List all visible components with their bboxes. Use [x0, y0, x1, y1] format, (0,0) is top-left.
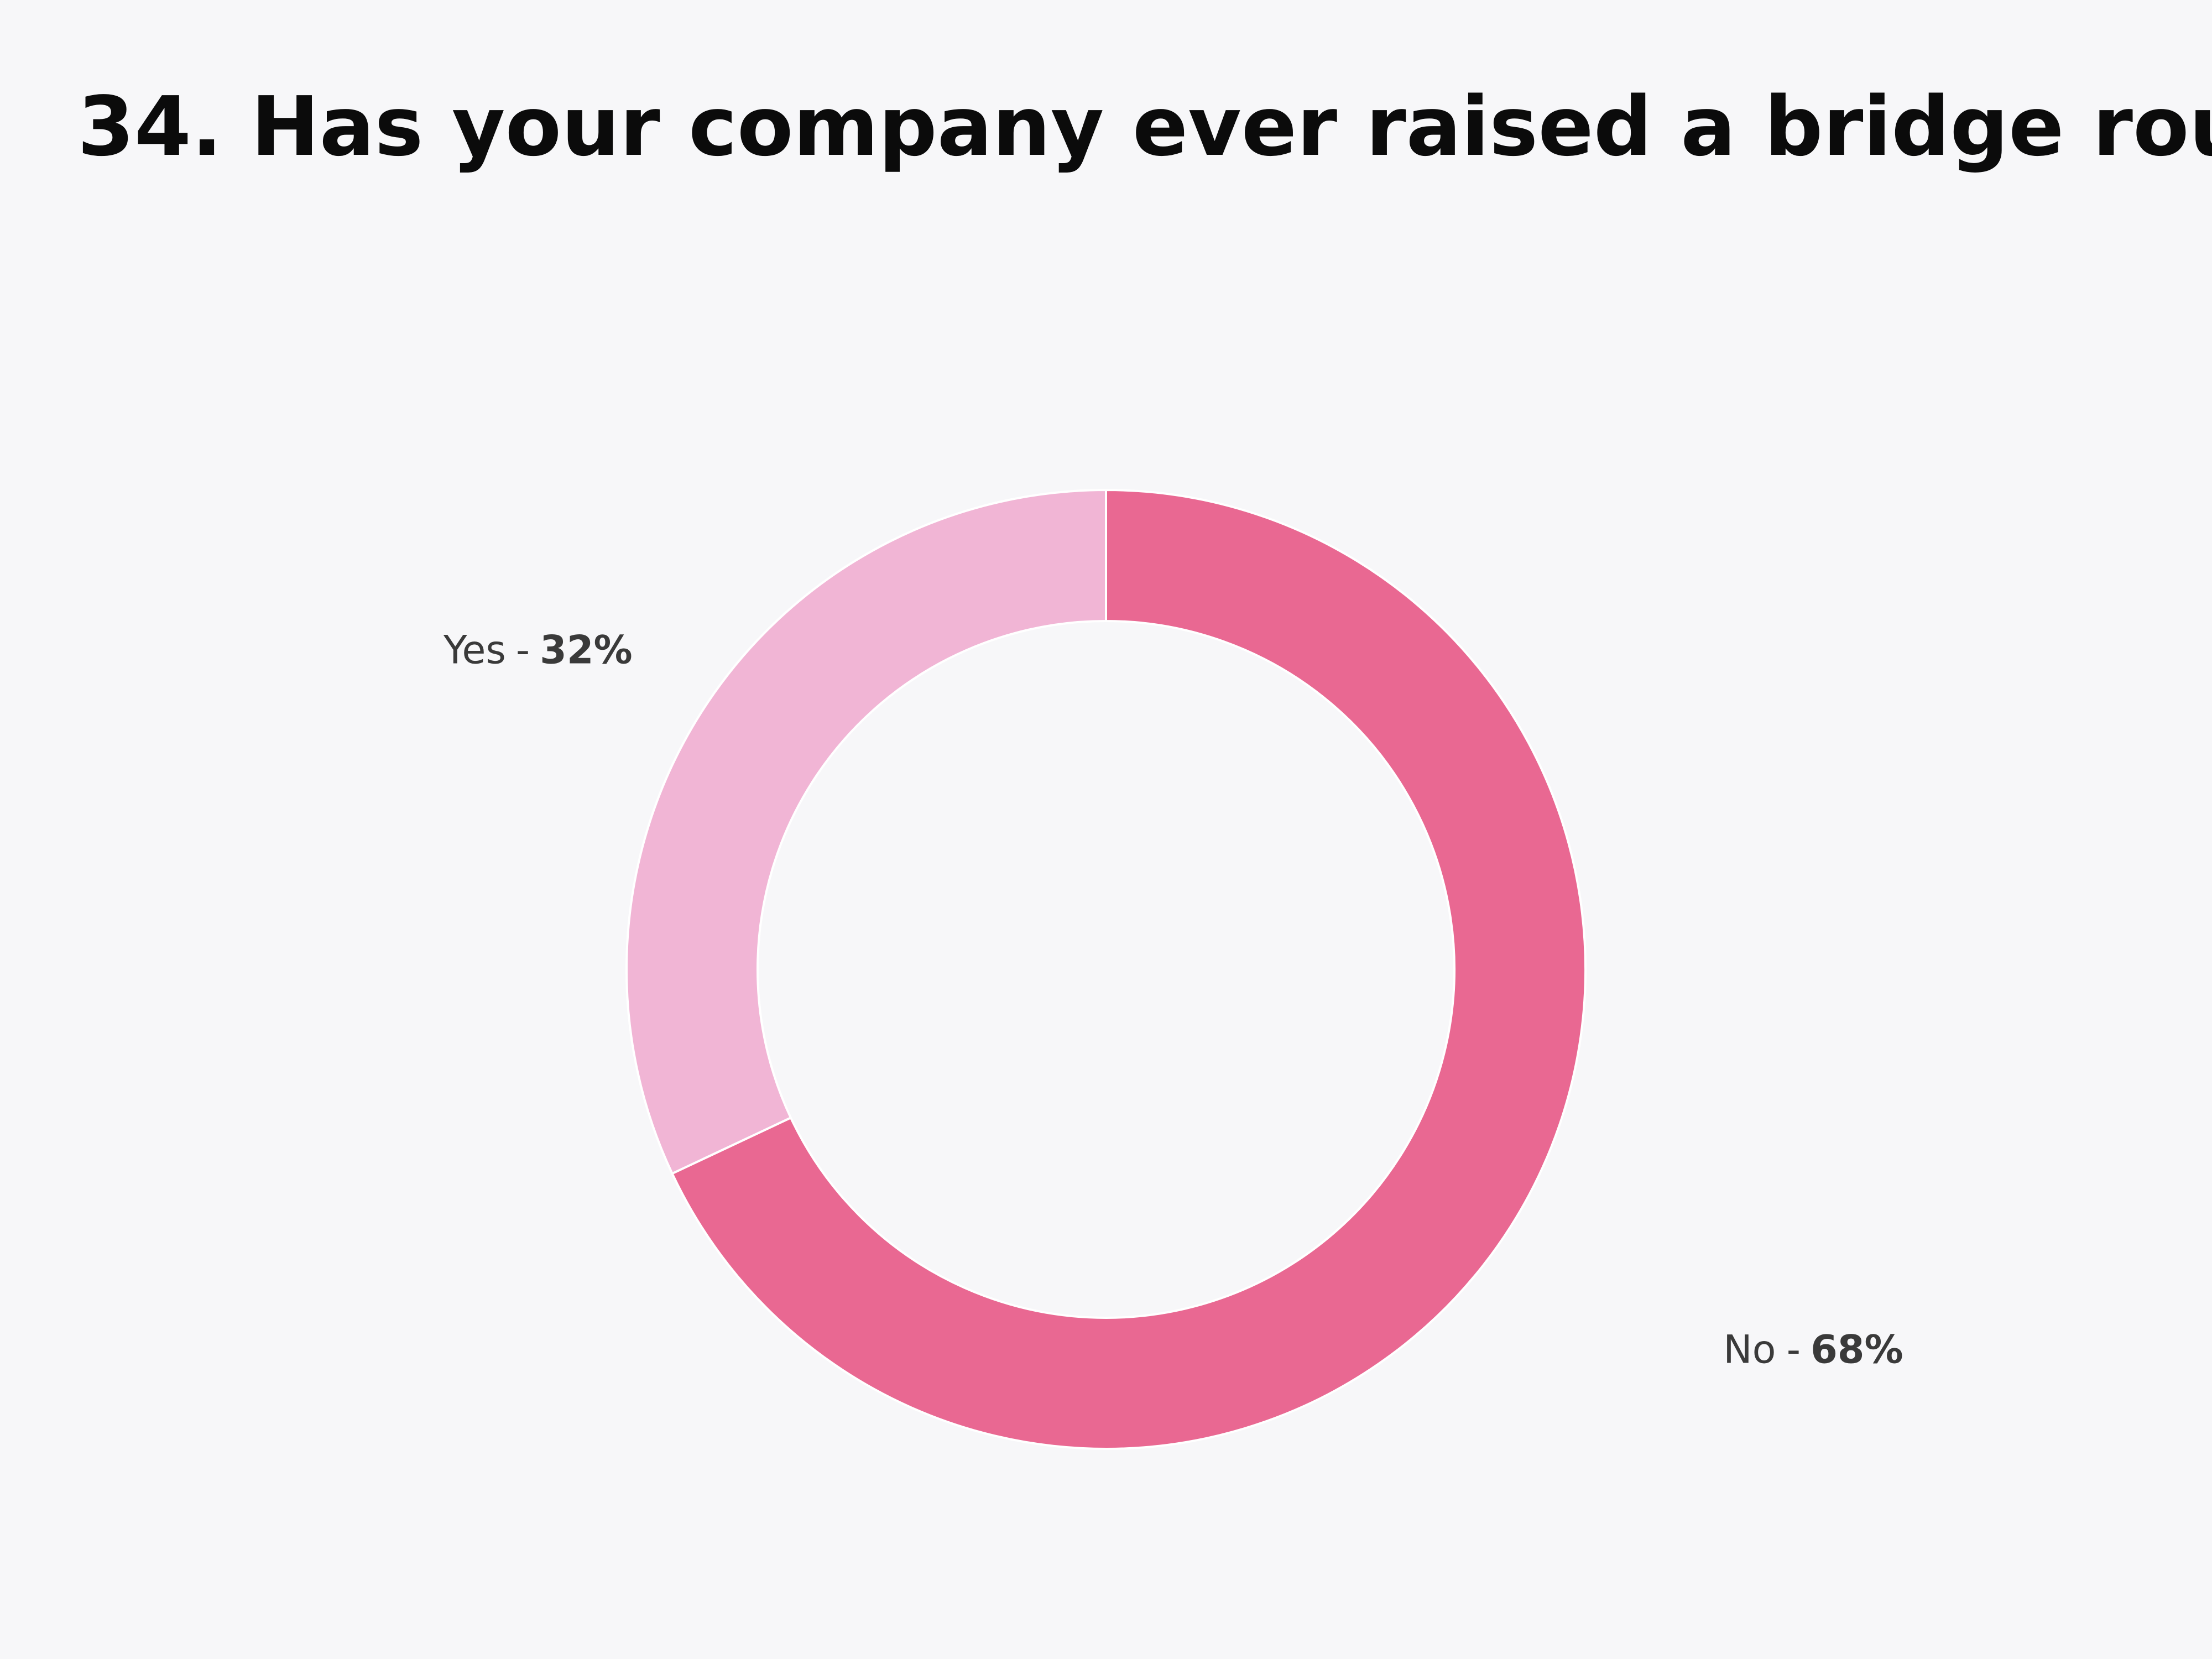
donut-slice — [625, 488, 1107, 1175]
slice-value: 32% — [540, 628, 633, 673]
donut-slice — [670, 488, 1587, 1450]
slice-value: 68% — [1811, 1327, 1903, 1372]
slice-label: No -68% — [1723, 1327, 1903, 1372]
label-separator: - — [1787, 1327, 1801, 1372]
slice-label: Yes -32% — [443, 628, 633, 673]
label-separator: - — [516, 628, 530, 673]
chart-title: 34. Has your company ever raised a bridg… — [77, 79, 2212, 174]
slice-category: No — [1723, 1327, 1777, 1372]
slice-category: Yes — [443, 628, 506, 673]
